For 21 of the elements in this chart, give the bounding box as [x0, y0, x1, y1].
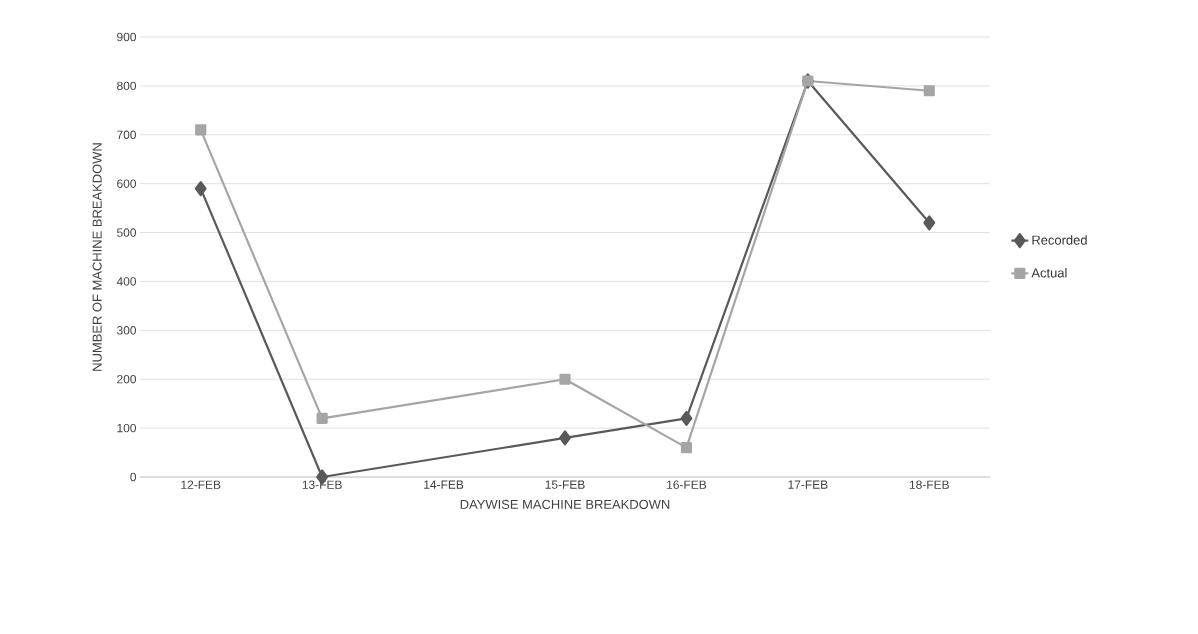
- y-tick-label: 0: [130, 472, 137, 482]
- y-axis-title: NUMBER OF MACHINE BREAKDOWN: [92, 143, 102, 371]
- y-tick-label: 100: [117, 423, 137, 433]
- x-tick-label: 16-FEB: [667, 480, 707, 489]
- legend-label: Actual: [1031, 267, 1067, 278]
- x-tick-label: 18-FEB: [909, 480, 949, 489]
- x-axis-title: DAYWISE MACHINE BREAKDOWN: [460, 499, 670, 509]
- y-tick-label: 300: [116, 326, 137, 335]
- x-tick-label: 17-FEB: [788, 480, 828, 489]
- x-tick-label: 14-FEB: [424, 480, 464, 489]
- x-tick-label: 13-FEB: [302, 480, 342, 489]
- y-tick-label: 600: [117, 179, 137, 188]
- x-tick-label: 15-FEB: [545, 480, 585, 489]
- y-tick-label: 500: [117, 228, 137, 237]
- y-tick-label: 700: [117, 130, 137, 140]
- legend-label: Recorded: [1032, 235, 1087, 245]
- x-tick-label: 12-FEB: [181, 480, 221, 489]
- y-tick-label: 400: [116, 277, 137, 286]
- y-tick-label: 800: [117, 81, 137, 91]
- y-tick-label: 900: [117, 32, 137, 42]
- y-tick-label: 200: [117, 374, 137, 384]
